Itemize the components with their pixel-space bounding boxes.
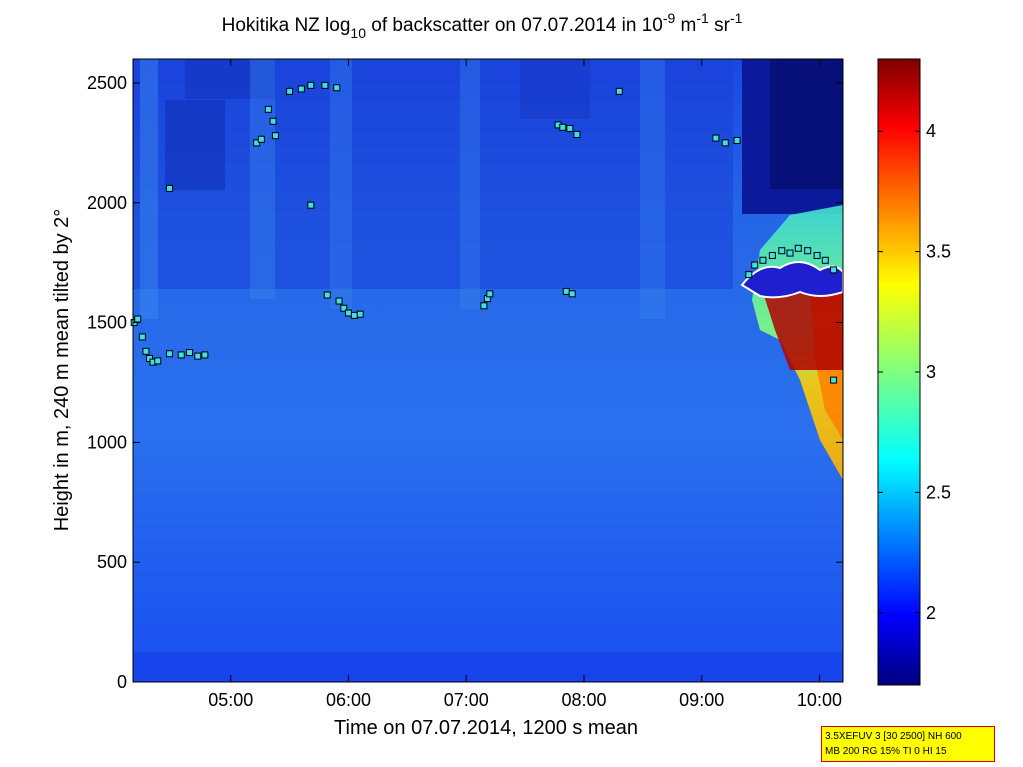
y-tick-label: 1500 (87, 313, 127, 333)
x-axis: 05:00 06:00 07:00 08:00 09:00 10:00 (208, 59, 842, 710)
y-tick-label: 2500 (87, 73, 127, 93)
colorbar-tick-label: 2 (926, 603, 936, 623)
x-tick-label: 08:00 (561, 690, 606, 710)
cloud-base-marker (615, 87, 623, 95)
cloud-base-marker (307, 201, 315, 209)
cloud-base-marker (804, 247, 812, 255)
cloud-base-marker (138, 333, 146, 341)
cloud-base-marker (257, 135, 265, 143)
parameter-box: 3.5XEFUV 3 [30 2500] NH 600 MB 200 RG 15… (821, 726, 995, 762)
cloud-base-marker (830, 266, 838, 274)
cloud-base-marker (333, 84, 341, 92)
y-tick-label: 1000 (87, 432, 127, 452)
cloud-base-marker (321, 81, 329, 89)
x-tick-label: 10:00 (797, 690, 842, 710)
parameter-line-1: 3.5XEFUV 3 [30 2500] NH 600 (825, 731, 962, 742)
cloud-base-marker (759, 256, 767, 264)
y-axis-label: Height in m, 240 m mean tilted by 2° (51, 209, 73, 532)
cloud-base-marker (323, 291, 331, 299)
cloud-base-marker (166, 350, 174, 358)
cloud-base-marker (269, 117, 277, 125)
cloud-base-marker (813, 251, 821, 259)
heatmap-field (133, 59, 843, 682)
cloud-base-marker (253, 139, 261, 147)
cloud-base-marker (286, 87, 294, 95)
cloud-base-marker (134, 315, 142, 323)
cloud-base-marker (335, 297, 343, 305)
cloud-base-marker (350, 311, 358, 319)
cloud-base-marker (778, 247, 786, 255)
parameter-line-2: MB 200 RG 15% TI 0 HI 15 (825, 746, 947, 757)
cloud-base-marker (733, 136, 741, 144)
cloud-base-marker (142, 347, 150, 355)
cloud-base-marker (201, 351, 209, 359)
y-tick-label: 500 (97, 552, 127, 572)
colorbar (877, 58, 921, 686)
cloud-base-marker (154, 357, 162, 365)
cloud-base-marker (745, 271, 753, 279)
colorbar-axis: 2 2.5 3 3.5 4 (878, 121, 951, 623)
cloud-base-marker (768, 251, 776, 259)
y-axis: 0 500 1000 1500 2000 2500 (87, 73, 843, 692)
plot-frame (132, 58, 844, 683)
colorbar-tick-label: 3.5 (926, 242, 951, 262)
y-tick-label: 0 (117, 672, 127, 692)
y-tick-label: 2000 (87, 193, 127, 213)
cloud-base-marker (486, 290, 494, 298)
cloud-base-marker (166, 184, 174, 192)
cloud-base-marker (264, 105, 272, 113)
cloud-base-marker (566, 124, 574, 132)
cloud-base-markers (130, 81, 838, 384)
cloud-base-marker (794, 244, 802, 252)
cloud-base-marker (356, 310, 364, 318)
colorbar-tick-label: 3 (926, 362, 936, 382)
cloud-base-marker (712, 134, 720, 142)
cloud-base-marker (721, 139, 729, 147)
cloud-base-marker (751, 261, 759, 269)
colorbar-tick-label: 2.5 (926, 482, 951, 502)
cloud-base-marker (568, 290, 576, 298)
colorbar-tick-label: 4 (926, 121, 936, 141)
x-tick-label: 07:00 (444, 690, 489, 710)
cloud-base-marker (194, 352, 202, 360)
cloud-base-marker (271, 132, 279, 140)
x-axis-label: Time on 07.07.2014, 1200 s mean (334, 717, 638, 739)
cloud-base-marker (145, 355, 153, 363)
cloud-base-marker (340, 304, 348, 312)
x-tick-label: 06:00 (326, 690, 371, 710)
x-tick-label: 09:00 (679, 690, 724, 710)
cloud-base-marker (786, 249, 794, 257)
cloud-base-marker (562, 287, 570, 295)
x-tick-label: 05:00 (208, 690, 253, 710)
cloud-base-marker (480, 302, 488, 310)
cloud-base-marker (559, 123, 567, 131)
cloud-base-marker (177, 351, 185, 359)
cloud-base-marker (297, 85, 305, 93)
chart-title: Hokitika NZ log10 of backscatter on 07.0… (222, 10, 743, 41)
cloud-base-marker (830, 376, 838, 384)
cloud-base-marker (307, 81, 315, 89)
cloud-base-marker (573, 130, 581, 138)
cloud-base-marker (186, 349, 194, 357)
cloud-base-marker (821, 256, 829, 264)
cloud-base-marker (344, 309, 352, 317)
